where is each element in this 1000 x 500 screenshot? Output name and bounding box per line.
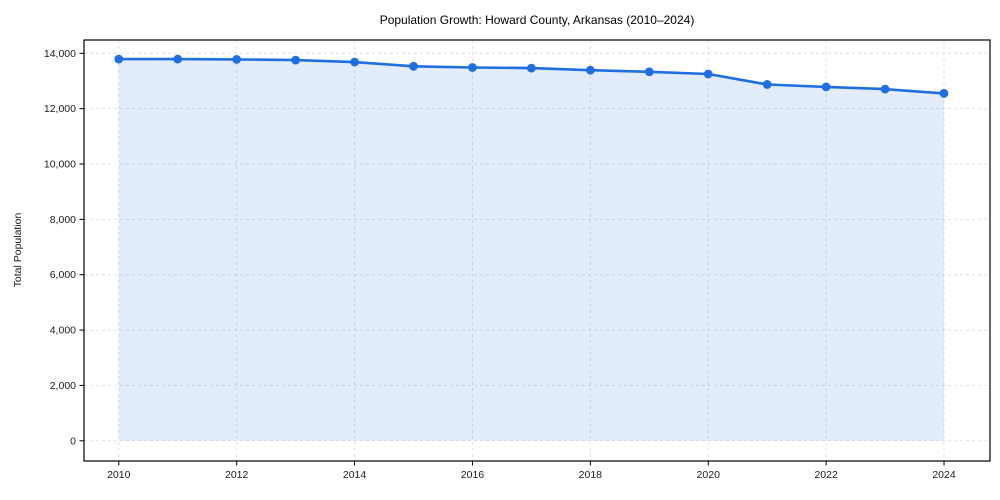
y-tick-label: 0 — [70, 435, 76, 447]
x-tick-label: 2020 — [697, 469, 721, 481]
y-tick-label: 4,000 — [50, 325, 76, 337]
data-point — [939, 89, 949, 98]
y-tick-label: 10,000 — [44, 159, 76, 171]
y-tick-label: 12,000 — [44, 103, 76, 115]
y-tick-label: 2,000 — [50, 380, 76, 392]
y-tick-label: 8,000 — [50, 214, 76, 226]
axes-border — [83, 39, 991, 462]
x-tick-label: 2012 — [225, 469, 249, 481]
data-point — [114, 54, 124, 64]
data-point — [762, 80, 772, 89]
data-point — [468, 63, 477, 72]
area-fill — [118, 59, 945, 441]
data-point — [350, 57, 359, 67]
x-tick-label: 2010 — [107, 469, 131, 481]
x-tick-label: 2014 — [343, 469, 367, 481]
data-point — [173, 54, 183, 64]
data-point — [527, 63, 536, 73]
data-point — [409, 61, 418, 71]
y-tick-label: 14,000 — [44, 48, 76, 60]
y-tick-label: 6,000 — [50, 269, 76, 281]
x-tick-label: 2024 — [932, 469, 956, 481]
data-point — [880, 84, 890, 94]
x-tick-label: 2022 — [814, 469, 838, 481]
data-point — [644, 67, 654, 77]
x-tick-label: 2016 — [461, 469, 485, 481]
data-point — [585, 65, 595, 75]
data-point — [232, 54, 242, 64]
data-point — [703, 69, 713, 79]
data-point — [821, 82, 831, 92]
chart-title: Population Growth: Howard County, Arkans… — [379, 13, 695, 27]
data-point — [291, 55, 301, 65]
x-tick-label: 2018 — [579, 469, 603, 481]
